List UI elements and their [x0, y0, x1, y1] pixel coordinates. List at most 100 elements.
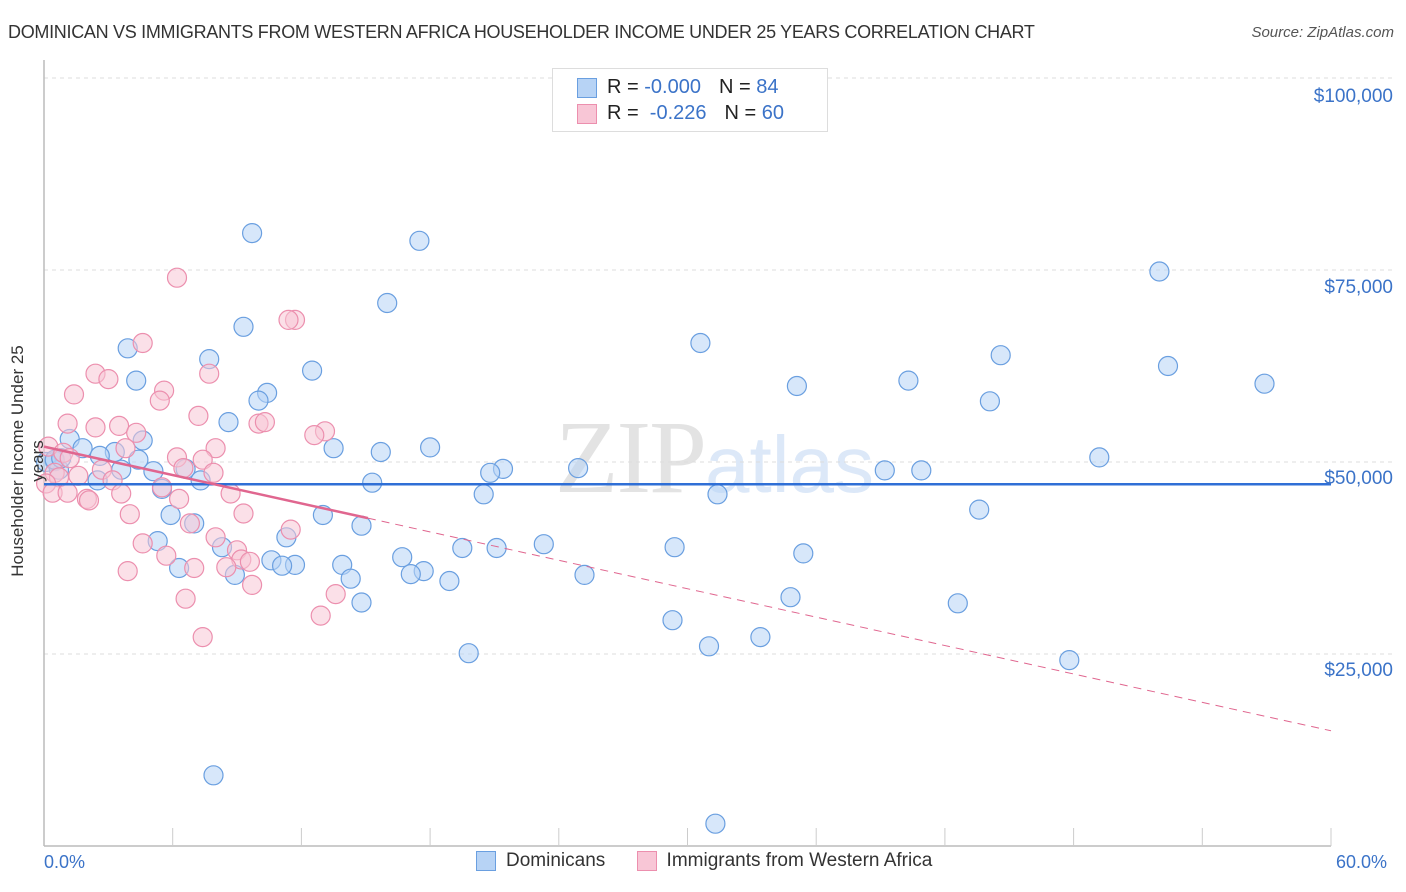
data-point [111, 483, 132, 504]
data-point [1157, 355, 1179, 377]
data-point [480, 462, 501, 483]
data-point [166, 267, 188, 288]
data-point [370, 441, 391, 463]
data-point [705, 813, 726, 834]
western-africa-points [35, 267, 346, 648]
data-point [947, 593, 968, 614]
data-point [1254, 373, 1275, 394]
data-point [254, 412, 275, 433]
data-point [310, 605, 331, 626]
data-point [793, 543, 814, 564]
ytick-100000: $100,000 [1313, 86, 1393, 107]
data-point [203, 462, 224, 483]
data-point [452, 537, 473, 559]
series-legend: Dominicans Immigrants from Western Afric… [476, 850, 958, 872]
blue-swatch-icon [476, 850, 496, 871]
data-point [969, 499, 990, 520]
data-point [780, 587, 801, 608]
western-africa-trend-line [43, 445, 369, 520]
data-point [63, 384, 85, 405]
data-point [57, 482, 78, 503]
data-point [1149, 261, 1170, 282]
data-point [533, 534, 554, 555]
correlation-legend: R = -0.000 N = 84 R = -0.226 N = 60 [552, 68, 828, 132]
data-point [242, 574, 263, 596]
data-point [323, 438, 344, 459]
data-point [188, 405, 209, 426]
data-point [117, 560, 138, 582]
legend-row-western-africa: R = -0.226 N = 60 [577, 102, 784, 126]
xtick-max: 60.0% [1336, 852, 1388, 872]
data-point [979, 391, 1001, 412]
data-point [216, 557, 237, 578]
data-point [392, 547, 413, 568]
data-point [473, 484, 494, 505]
y-axis-label: Householder Income Under 25 years [8, 345, 47, 577]
data-point [874, 460, 895, 481]
data-point [205, 527, 226, 548]
data-point [409, 230, 430, 251]
data-point [156, 545, 177, 566]
data-point [304, 425, 325, 446]
data-point [272, 555, 293, 576]
data-point [203, 765, 224, 786]
data-point [698, 636, 720, 657]
data-point [126, 370, 147, 391]
ytick-25000: $25,000 [1324, 660, 1393, 681]
data-point [151, 477, 173, 498]
data-point [990, 345, 1011, 366]
blue-swatch-icon [577, 77, 597, 98]
data-point [574, 564, 595, 586]
legend-item-dominicans[interactable]: Dominicans [476, 850, 605, 872]
data-point [128, 449, 149, 470]
data-point [175, 588, 196, 609]
data-point [1059, 649, 1080, 671]
data-point [132, 332, 153, 354]
data-point [179, 513, 200, 534]
chart-title: DOMINICAN VS IMMIGRANTS FROM WESTERN AFR… [8, 22, 1035, 42]
data-point [1089, 447, 1110, 468]
data-point [351, 592, 372, 613]
data-point [184, 557, 205, 579]
data-point [340, 568, 361, 589]
data-point [115, 438, 136, 459]
data-point [690, 332, 711, 354]
data-point [108, 415, 130, 436]
data-point [149, 390, 170, 411]
data-point [439, 570, 460, 592]
data-point [400, 563, 421, 585]
data-point [302, 360, 323, 381]
data-point [458, 643, 479, 664]
data-point [68, 465, 89, 486]
data-point [85, 417, 106, 438]
zipatlas-watermark: ZIPatlas [555, 400, 874, 515]
data-point [132, 533, 153, 554]
western-africa-trend-extension [367, 517, 1332, 732]
data-point [199, 363, 220, 384]
data-point [248, 390, 269, 411]
ytick-50000: $50,000 [1324, 468, 1393, 489]
data-point [239, 551, 260, 572]
data-point [160, 504, 181, 526]
data-point [567, 458, 589, 479]
data-point [218, 412, 239, 433]
legend-item-western-africa[interactable]: Immigrants from Western Africa [636, 850, 932, 872]
xtick-min: 0.0% [44, 852, 86, 872]
data-point [119, 504, 140, 525]
data-point [377, 292, 398, 314]
trend-lines [43, 445, 1332, 732]
data-point [786, 375, 808, 397]
data-point [242, 223, 263, 244]
data-point [192, 449, 213, 470]
data-point [420, 437, 441, 458]
data-point [280, 519, 301, 540]
data-point [57, 413, 78, 434]
data-point [664, 537, 685, 558]
data-point [898, 370, 919, 391]
data-point [233, 316, 254, 337]
data-point [233, 503, 254, 524]
data-point [362, 472, 383, 493]
data-point [126, 422, 147, 443]
data-point [325, 583, 346, 605]
